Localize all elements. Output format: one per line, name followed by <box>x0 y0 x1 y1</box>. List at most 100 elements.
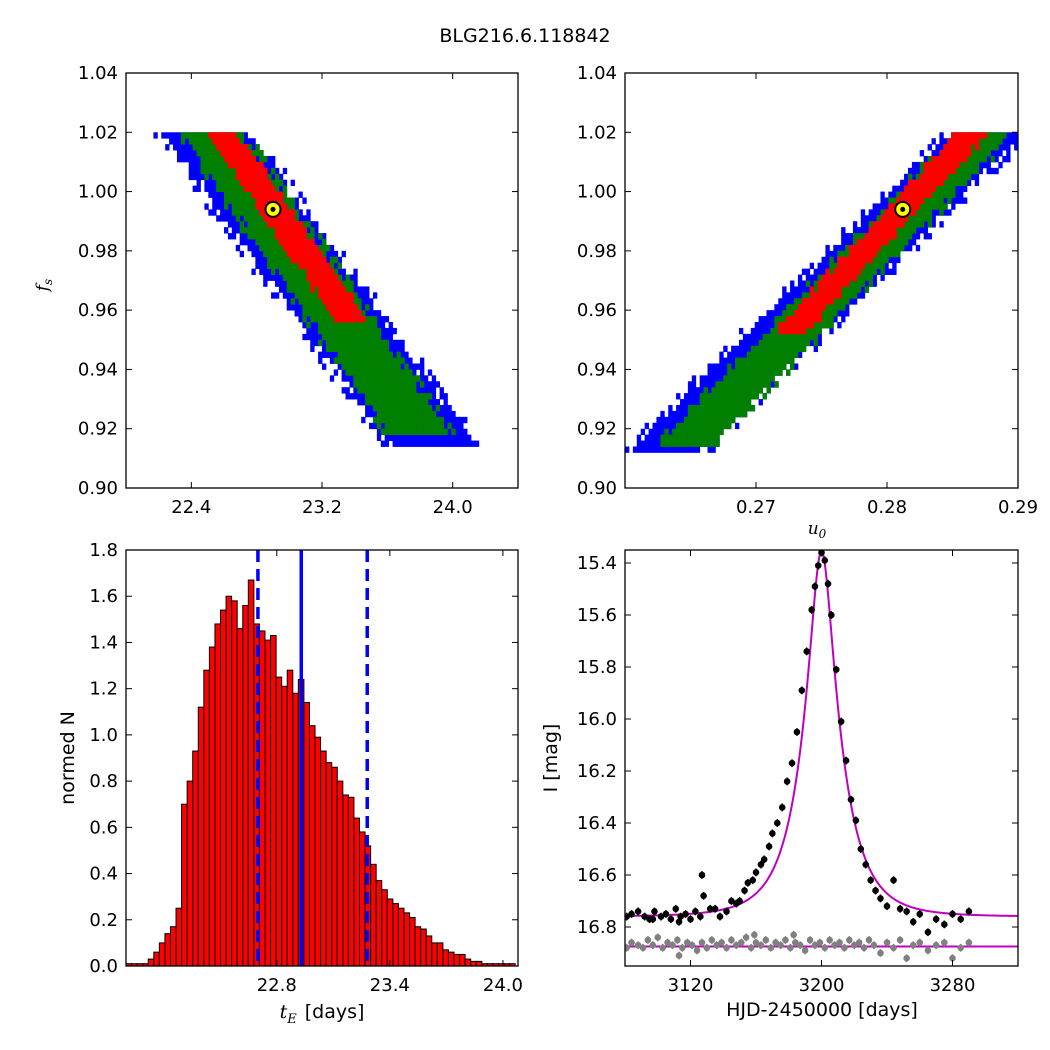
red-region-cell <box>786 316 791 323</box>
green-region-cell <box>423 428 429 436</box>
red-region-cell <box>208 132 213 139</box>
green-region-cell <box>801 333 807 341</box>
y-tick-label: 1.0 <box>89 725 118 746</box>
blue-region-cell <box>652 422 657 430</box>
black-data-point <box>744 879 752 887</box>
histogram-bar <box>370 863 377 966</box>
green-region-cell <box>274 250 280 258</box>
green-region-cell <box>302 310 307 317</box>
green-region-cell <box>738 375 744 382</box>
green-region-cell <box>829 310 834 317</box>
green-region-cell <box>365 304 370 311</box>
green-region-cell <box>829 268 834 275</box>
green-region-cell <box>919 221 925 228</box>
green-region-cell <box>998 132 1003 139</box>
blue-region-cell <box>1006 150 1011 157</box>
green-region-cell <box>691 410 697 418</box>
blue-region-cell <box>192 161 197 169</box>
blue-region-cell <box>259 268 264 275</box>
blue-region-cell <box>872 215 877 222</box>
red-region-cell <box>333 286 339 293</box>
green-region-cell <box>970 161 976 169</box>
blue-region-cell <box>876 268 881 275</box>
y-tick-label: 0.96 <box>577 300 617 321</box>
blue-region-cell <box>212 185 217 192</box>
blue-region-cell <box>699 387 704 394</box>
grey-data-point <box>821 944 829 952</box>
green-region-cell <box>361 363 366 370</box>
green-region-cell <box>369 345 374 353</box>
blue-region-cell <box>263 268 268 275</box>
red-region-cell <box>876 233 881 240</box>
red-region-cell <box>302 227 307 234</box>
green-region-cell <box>876 215 881 222</box>
light-curve-plot-area <box>625 550 1018 963</box>
blue-region-cell <box>192 185 197 192</box>
blue-region-cell <box>306 333 311 341</box>
green-region-cell <box>380 375 386 382</box>
red-region-cell <box>841 280 846 287</box>
blue-region-cell <box>955 191 960 198</box>
red-region-cell <box>919 197 925 204</box>
green-region-cell <box>204 167 209 175</box>
blue-region-cell <box>263 262 268 270</box>
green-region-cell <box>204 138 209 145</box>
green-region-cell <box>919 167 925 175</box>
red-region-cell <box>231 144 237 151</box>
blue-region-cell <box>412 440 417 447</box>
green-region-cell <box>735 363 740 370</box>
red-region-cell <box>801 316 807 323</box>
red-region-cell <box>947 167 952 175</box>
blue-region-cell <box>923 227 929 234</box>
red-region-cell <box>837 268 842 275</box>
red-region-cell <box>896 197 901 204</box>
green-region-cell <box>687 416 693 424</box>
green-region-cell <box>817 274 822 281</box>
green-region-cell <box>774 333 779 341</box>
blue-region-cell <box>644 422 649 430</box>
blue-region-cell <box>318 239 323 246</box>
green-region-cell <box>793 351 799 358</box>
red-region-cell <box>805 304 811 311</box>
blue-region-cell <box>251 138 256 145</box>
red-region-cell <box>817 310 822 317</box>
green-region-cell <box>282 262 288 270</box>
green-region-cell <box>821 322 826 329</box>
green-region-cell <box>255 227 260 234</box>
blue-region-cell <box>668 422 673 430</box>
blue-region-cell <box>927 233 932 240</box>
green-region-cell <box>797 345 803 353</box>
green-region-cell <box>372 399 378 406</box>
y-tick-label: 1.04 <box>78 63 118 84</box>
red-region-cell <box>333 304 339 311</box>
green-region-cell <box>841 292 846 299</box>
blue-region-cell <box>239 215 244 222</box>
green-region-cell <box>738 399 744 406</box>
green-region-cell <box>691 440 697 447</box>
blue-region-cell <box>676 416 681 424</box>
green-region-cell <box>380 399 386 406</box>
blue-region-cell <box>888 256 893 264</box>
y-tick-label: 0.90 <box>78 478 118 499</box>
red-region-cell <box>286 244 292 252</box>
blue-region-cell <box>298 310 303 317</box>
red-region-cell <box>298 256 303 264</box>
green-region-cell <box>896 250 901 258</box>
green-region-cell <box>774 351 779 358</box>
black-data-point <box>877 895 884 902</box>
green-region-cell <box>329 333 335 341</box>
green-region-cell <box>915 173 921 181</box>
green-region-cell <box>758 351 763 358</box>
green-region-cell <box>353 322 358 329</box>
red-region-cell <box>849 244 854 252</box>
blue-region-cell <box>813 345 818 353</box>
blue-region-cell <box>911 233 917 240</box>
green-region-cell <box>396 387 401 394</box>
blue-region-cell <box>263 256 268 264</box>
green-region-cell <box>738 381 744 388</box>
red-region-cell <box>856 239 862 246</box>
red-region-cell <box>959 132 964 139</box>
grey-data-point <box>957 944 964 952</box>
blue-region-cell <box>353 280 358 287</box>
blue-region-cell <box>306 227 311 234</box>
